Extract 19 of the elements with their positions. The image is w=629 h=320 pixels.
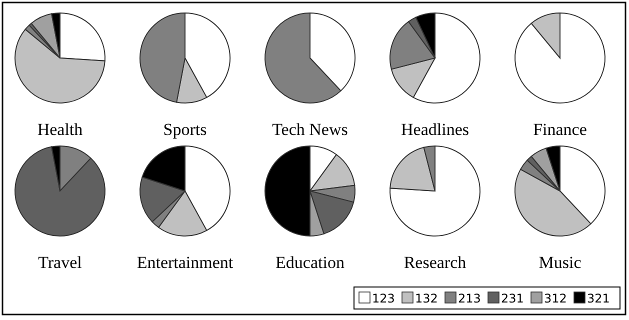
text: Travel <box>38 253 82 272</box>
text: Sports <box>163 120 207 139</box>
text: Headlines <box>401 120 469 139</box>
text: Finance <box>533 120 587 139</box>
pie-slice <box>514 12 606 104</box>
text: Education <box>276 253 345 272</box>
pie-slice <box>390 146 480 236</box>
legend-label: 321 <box>587 292 610 306</box>
legend-label: 213 <box>458 292 481 306</box>
text: Health <box>37 120 84 139</box>
legend-label: 312 <box>544 292 567 306</box>
pie-slice <box>14 146 106 236</box>
text: Music <box>538 253 582 272</box>
text: Tech News <box>272 120 348 139</box>
legend-label: 123 <box>372 292 395 306</box>
text: Research <box>404 253 467 272</box>
text: Entertainment <box>136 253 234 272</box>
legend-label: 231 <box>501 292 524 306</box>
legend-label: 132 <box>415 292 438 306</box>
